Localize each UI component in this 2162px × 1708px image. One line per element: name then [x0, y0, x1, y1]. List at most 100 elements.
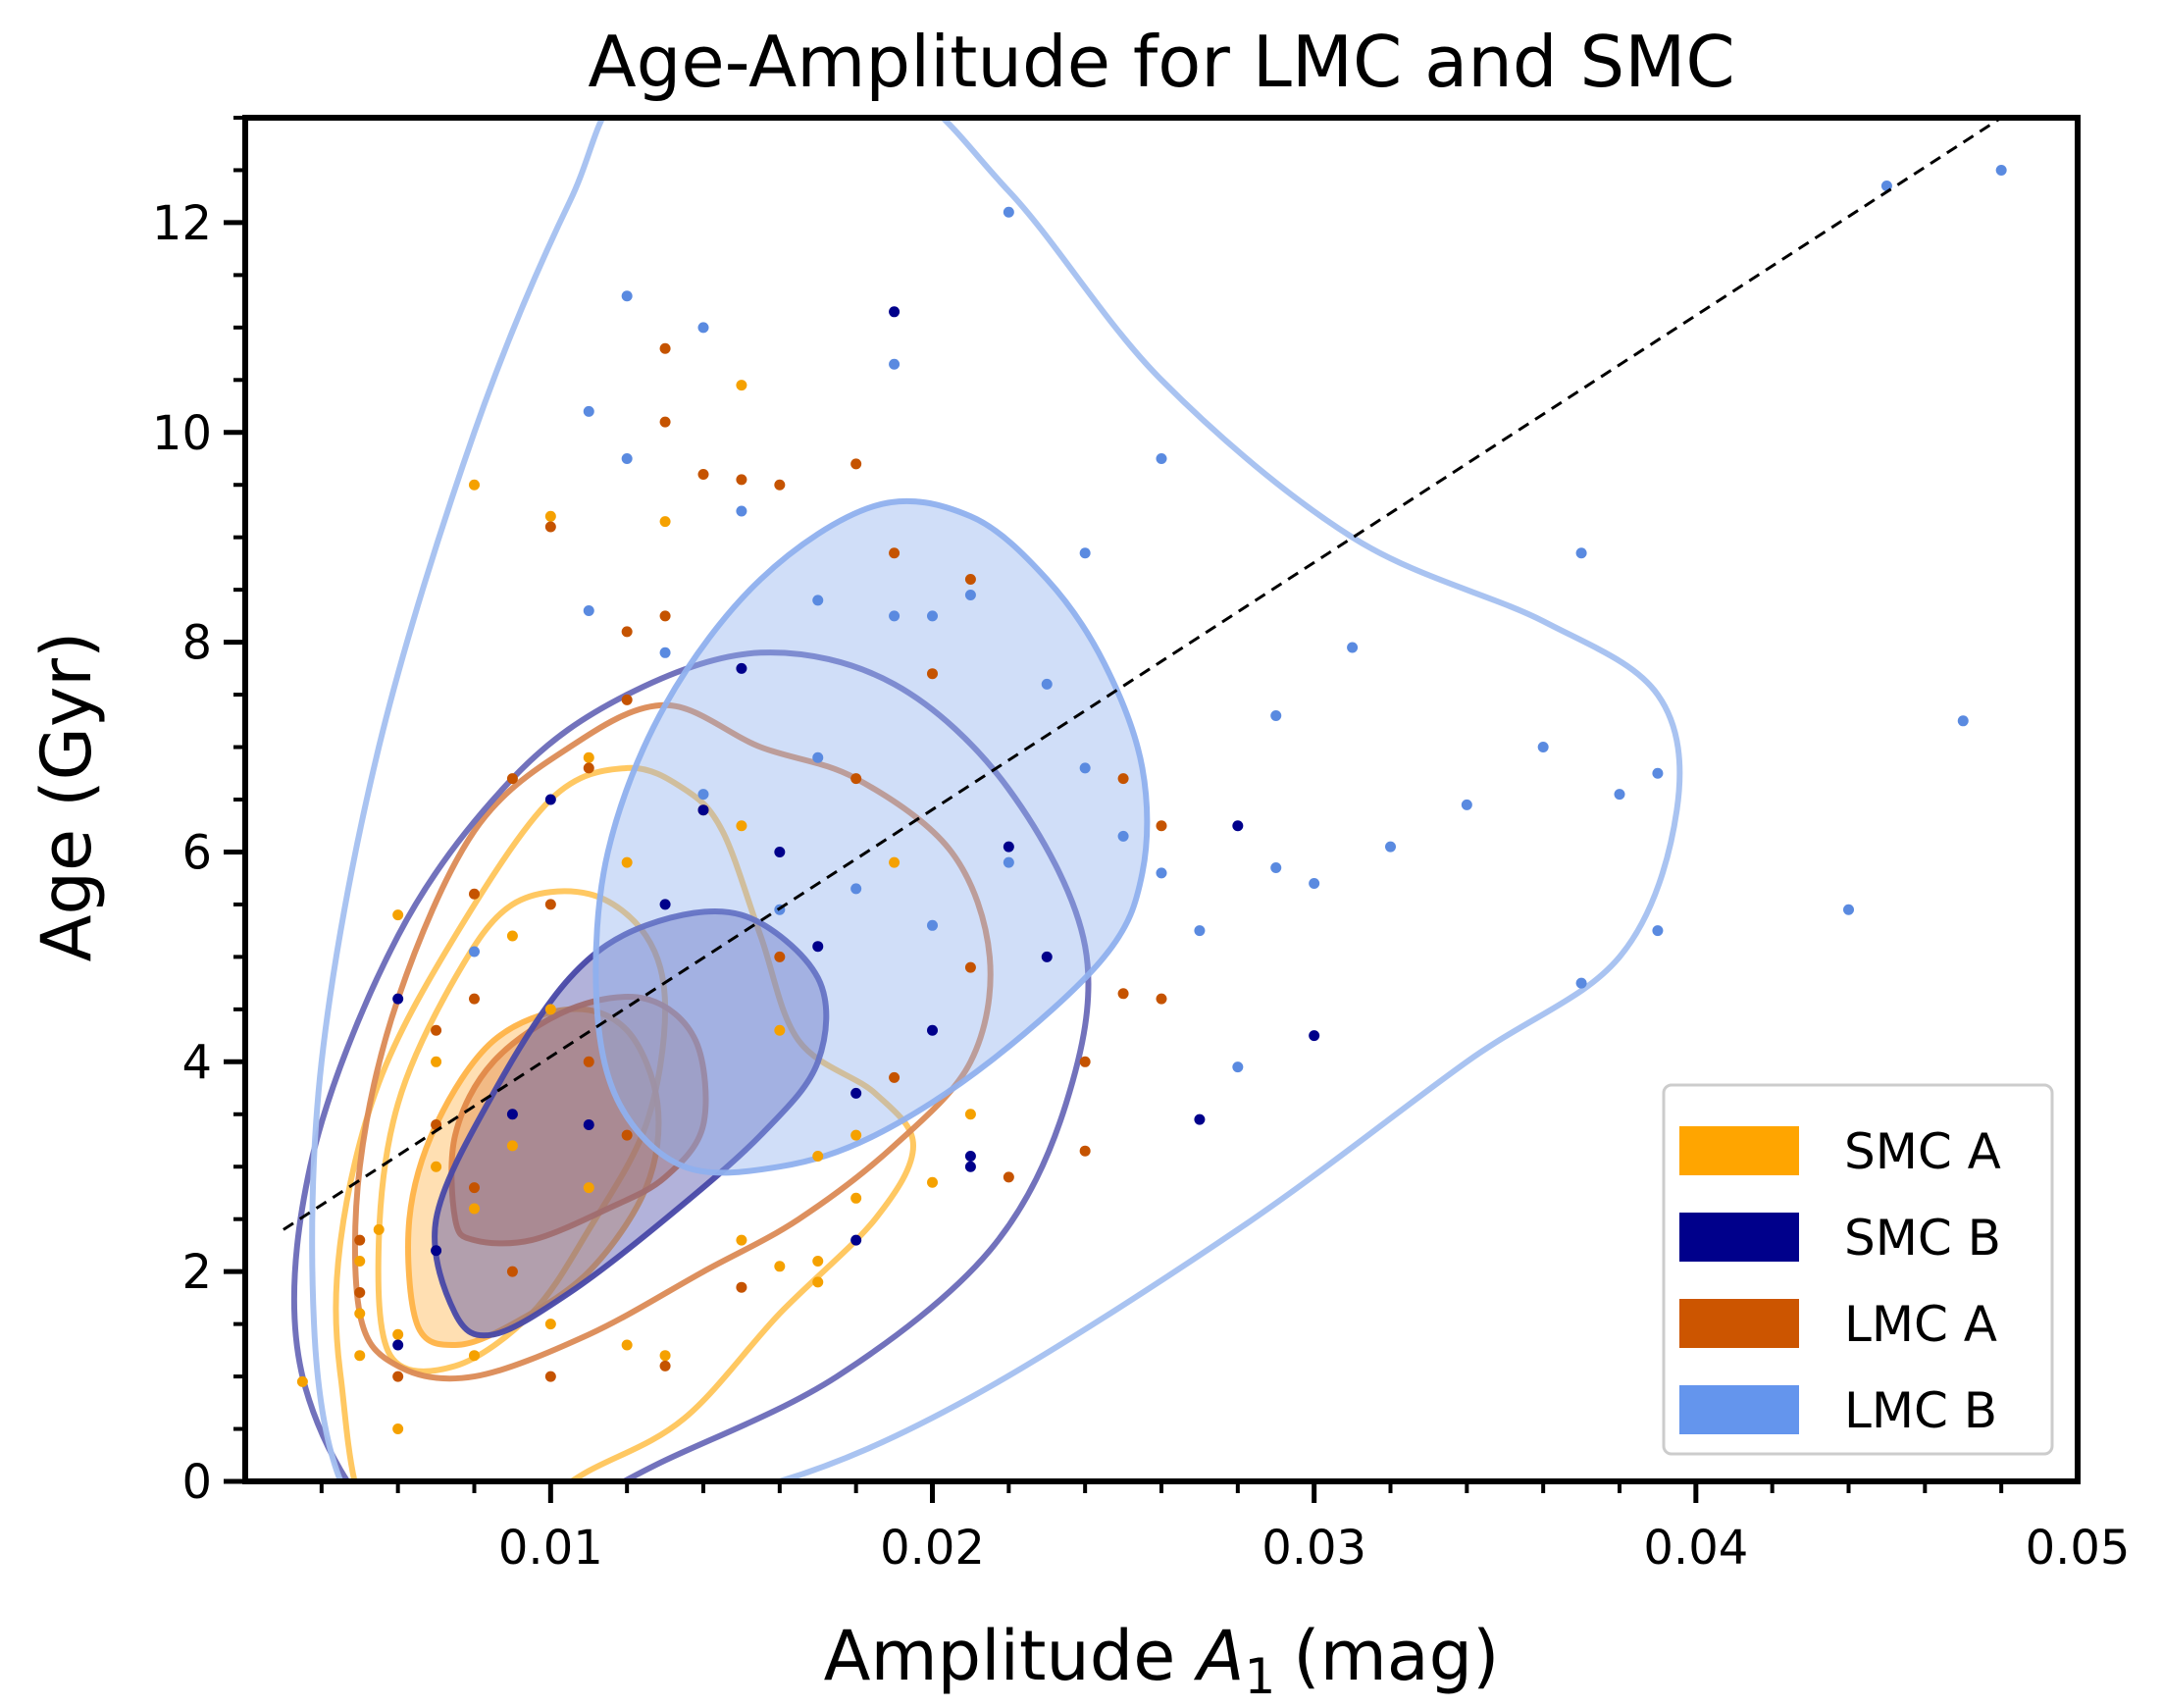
point-lmc-a: [506, 773, 518, 785]
y-tick-label: 12: [152, 196, 212, 251]
fit-line: [283, 118, 2002, 1231]
point-lmc-a: [1156, 820, 1167, 832]
point-smc-a: [354, 1350, 366, 1362]
point-smc-a: [850, 1192, 862, 1204]
point-lmc-b: [1079, 547, 1091, 559]
x-axis-label: Amplitude A1 (mag): [824, 1616, 1500, 1705]
point-smc-a: [850, 1129, 862, 1141]
point-lmc-b: [1995, 164, 2007, 176]
point-smc-b: [736, 662, 747, 674]
point-lmc-b: [1575, 547, 1587, 559]
point-smc-b: [392, 1339, 404, 1351]
point-lmc-a: [583, 762, 594, 774]
y-tick-label: 2: [181, 1245, 212, 1300]
point-lmc-a: [506, 1266, 518, 1277]
point-lmc-a: [659, 1360, 671, 1372]
legend: SMC A SMC B LMC A LMC B: [1662, 1083, 2054, 1456]
legend-label-lmc-a: LMC A: [1844, 1296, 1997, 1353]
point-lmc-a: [469, 993, 480, 1005]
point-smc-a: [544, 1004, 556, 1015]
point-lmc-b: [1232, 1061, 1244, 1073]
point-smc-a: [431, 1161, 442, 1172]
y-tick-label: 10: [152, 406, 212, 461]
point-lmc-b: [621, 290, 633, 302]
y-axis-label: Age (Gyr): [26, 632, 107, 962]
point-lmc-b: [583, 605, 594, 617]
point-smc-a: [296, 1375, 308, 1387]
point-lmc-b: [812, 595, 824, 606]
point-lmc-a: [659, 342, 671, 354]
point-lmc-b: [697, 322, 709, 334]
point-smc-a: [373, 1223, 385, 1235]
point-lmc-a: [697, 469, 709, 481]
point-smc-b: [1232, 820, 1244, 832]
point-lmc-b: [1194, 925, 1206, 937]
point-lmc-b: [1117, 830, 1129, 842]
legend-swatch-smc-a: [1679, 1126, 1799, 1175]
point-smc-b: [1309, 1030, 1320, 1042]
point-lmc-b: [1309, 878, 1320, 890]
point-smc-b: [697, 804, 709, 816]
point-lmc-a: [431, 1024, 442, 1036]
point-smc-b: [1194, 1113, 1206, 1125]
contour-lmc-b-inner: [592, 497, 1151, 1176]
legend-swatch-lmc-b: [1679, 1385, 1799, 1434]
point-lmc-a: [889, 1071, 901, 1083]
point-lmc-a: [544, 521, 556, 533]
point-lmc-a: [1117, 773, 1129, 785]
point-lmc-b: [1270, 862, 1282, 873]
point-lmc-b: [1156, 453, 1167, 464]
point-lmc-a: [1156, 993, 1167, 1005]
point-smc-a: [621, 1339, 633, 1351]
legend-label-smc-b: SMC B: [1844, 1210, 2001, 1267]
point-smc-a: [469, 479, 480, 491]
contour-layer: [291, 118, 1683, 1481]
point-lmc-a: [736, 1281, 747, 1293]
point-lmc-b: [850, 883, 862, 895]
legend-swatch-smc-b: [1679, 1213, 1799, 1262]
point-lmc-b: [736, 505, 747, 517]
point-lmc-b: [1652, 767, 1664, 779]
point-lmc-a: [583, 1056, 594, 1067]
point-lmc-b: [1270, 709, 1282, 721]
point-lmc-b: [1461, 799, 1472, 810]
legend-frame: [1662, 1083, 2054, 1456]
y-tick-label: 4: [181, 1035, 212, 1090]
point-lmc-b: [964, 590, 976, 600]
point-lmc-a: [621, 694, 633, 705]
point-lmc-a: [621, 626, 633, 638]
contour-lmc-b-outer: [309, 118, 1683, 1481]
point-lmc-a: [1117, 988, 1129, 1000]
point-lmc-b: [1156, 867, 1167, 879]
point-lmc-a: [736, 474, 747, 486]
point-smc-b: [812, 941, 824, 953]
point-lmc-b: [1614, 789, 1625, 801]
x-axis: 0.01 0.02 0.03 0.04 0.05: [319, 1481, 2131, 1576]
x-axis-label-sub: 1: [1244, 1648, 1275, 1705]
x-axis-label-main: Amplitude: [824, 1616, 1176, 1696]
point-smc-a: [927, 1176, 938, 1188]
point-smc-b: [850, 1087, 862, 1099]
point-smc-a: [736, 380, 747, 391]
point-smc-b: [964, 1151, 976, 1163]
point-lmc-b: [927, 919, 938, 931]
point-smc-a: [392, 909, 404, 921]
point-lmc-b: [621, 453, 633, 464]
point-lmc-b: [1041, 678, 1053, 690]
point-smc-b: [964, 1161, 976, 1172]
chart-title: Age-Amplitude for LMC and SMC: [588, 21, 1734, 103]
point-lmc-a: [1003, 1171, 1014, 1183]
legend-label-smc-a: SMC A: [1844, 1123, 2001, 1180]
point-smc-a: [469, 1350, 480, 1362]
point-smc-a: [659, 516, 671, 528]
legend-swatch-lmc-a: [1679, 1299, 1799, 1348]
point-lmc-a: [850, 458, 862, 470]
point-lmc-a: [964, 573, 976, 585]
point-smc-a: [812, 1151, 824, 1163]
point-lmc-b: [889, 358, 901, 370]
point-smc-a: [812, 1255, 824, 1267]
point-lmc-a: [1079, 1056, 1091, 1067]
point-smc-a: [506, 930, 518, 942]
x-tick-label: 0.05: [2026, 1521, 2131, 1576]
